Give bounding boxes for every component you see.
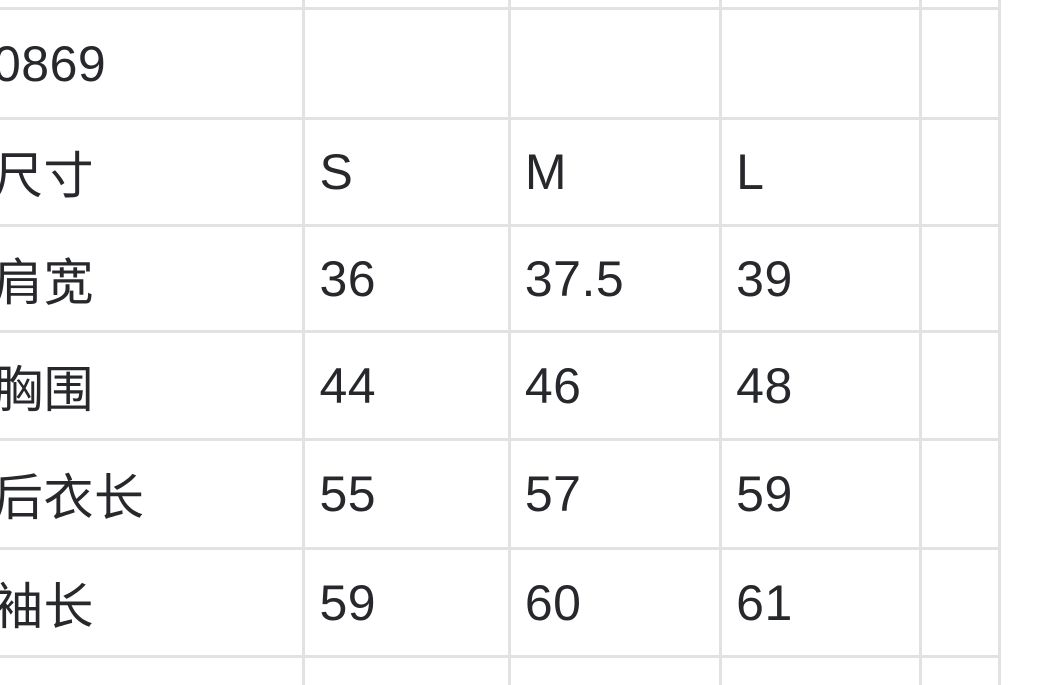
table-row-chest: 胸围 44 46 48 xyxy=(0,330,1001,441)
empty-cell xyxy=(919,330,1001,441)
empty-cell xyxy=(719,655,923,685)
measurement-value-cell: 60 xyxy=(507,547,723,658)
measurement-value-cell: 55 xyxy=(302,438,511,550)
empty-cell xyxy=(0,0,306,10)
table-row-partial-bottom xyxy=(0,655,1001,685)
size-header-label-cell: 尺寸 xyxy=(0,117,306,227)
empty-cell xyxy=(302,0,511,10)
table-row-product-code: 0869 xyxy=(0,7,1001,120)
measurement-value-cell: 61 xyxy=(719,547,923,658)
empty-cell xyxy=(919,0,1001,10)
product-code-cell: 0869 xyxy=(0,7,306,120)
measurement-value-cell: 39 xyxy=(719,224,923,333)
size-header-cell-l: L xyxy=(719,117,923,227)
table-row-back-length: 后衣长 55 57 59 xyxy=(0,438,1001,550)
measurement-value-cell: 37.5 xyxy=(507,224,723,333)
measurement-value-cell: 59 xyxy=(719,438,923,550)
empty-cell xyxy=(719,0,923,10)
empty-cell xyxy=(302,655,511,685)
measurement-value-cell: 48 xyxy=(719,330,923,441)
measurement-label-cell: 后衣长 xyxy=(0,438,306,550)
measurement-label-cell: 袖长 xyxy=(0,547,306,658)
empty-cell xyxy=(719,7,923,120)
size-chart-table: 0869 尺寸 S M L 肩宽 36 37.5 39 胸围 xyxy=(0,0,1001,685)
empty-cell xyxy=(919,655,1001,685)
empty-cell xyxy=(919,7,1001,120)
measurement-value-cell: 57 xyxy=(507,438,723,550)
table-row-partial-top xyxy=(0,0,1001,10)
empty-cell xyxy=(919,224,1001,333)
empty-cell xyxy=(919,438,1001,550)
measurement-value-cell: 36 xyxy=(302,224,511,333)
measurement-label-cell: 肩宽 xyxy=(0,224,306,333)
measurement-value-cell: 46 xyxy=(507,330,723,441)
empty-cell xyxy=(919,547,1001,658)
table-row-size-header: 尺寸 S M L xyxy=(0,117,1001,227)
table-row-sleeve-length: 袖长 59 60 61 xyxy=(0,547,1001,658)
measurement-value-cell: 44 xyxy=(302,330,511,441)
measurement-value-cell: 59 xyxy=(302,547,511,658)
empty-cell xyxy=(507,655,723,685)
empty-cell xyxy=(0,655,306,685)
table-row-shoulder-width: 肩宽 36 37.5 39 xyxy=(0,224,1001,333)
empty-cell xyxy=(919,117,1001,227)
empty-cell xyxy=(507,0,723,10)
size-header-cell-m: M xyxy=(507,117,723,227)
measurement-label-cell: 胸围 xyxy=(0,330,306,441)
size-header-cell-s: S xyxy=(302,117,511,227)
empty-cell xyxy=(302,7,511,120)
empty-cell xyxy=(507,7,723,120)
